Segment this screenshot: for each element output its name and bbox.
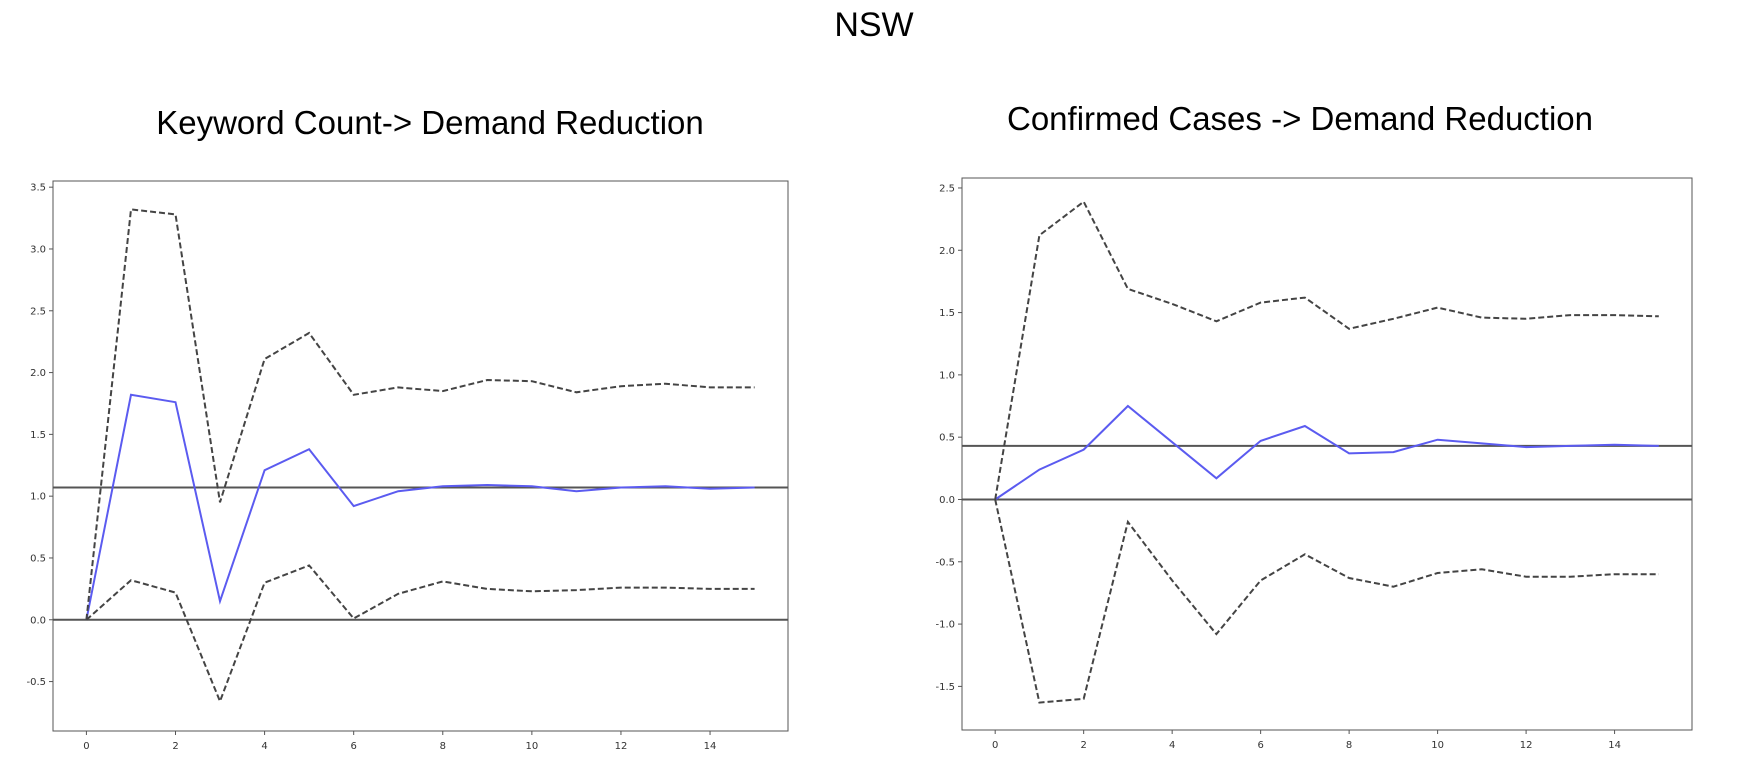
series-line-response bbox=[85, 393, 755, 620]
x-tick-label: 10 bbox=[525, 741, 538, 752]
y-tick-label: 0.0 bbox=[939, 495, 955, 506]
y-tick-label: 1.0 bbox=[939, 370, 955, 381]
y-tick-label: 1.5 bbox=[30, 430, 46, 441]
series-line-upper bbox=[994, 200, 1659, 500]
y-tick-label: -0.5 bbox=[26, 677, 46, 688]
x-tick-label: 2 bbox=[1080, 740, 1086, 751]
plot-frame bbox=[961, 177, 1693, 731]
chart-keyword-count: -0.5 0.0 0.5 1.0 1.5 2.0 2.5 3.0 3.5 0 2 4 6 8 10 12 14 bbox=[26, 180, 789, 752]
y-tick-label: 2.5 bbox=[30, 306, 46, 317]
figure-title: NSW bbox=[834, 6, 914, 44]
y-tick-label: 1.0 bbox=[30, 492, 46, 503]
chart-title-confirmed-cases: Confirmed Cases -> Demand Reduction bbox=[1006, 100, 1594, 137]
x-tick-label: 14 bbox=[1608, 740, 1621, 751]
x-tick-label: 2 bbox=[172, 741, 178, 752]
x-tick-label: 4 bbox=[261, 741, 267, 752]
x-tick-label: 0 bbox=[83, 741, 89, 752]
x-tick-label: 6 bbox=[1257, 740, 1263, 751]
x-tick-label: 10 bbox=[1431, 740, 1444, 751]
series-line-lower bbox=[994, 499, 1659, 704]
y-tick-label: -0.5 bbox=[935, 557, 955, 568]
y-tick-label: 2.5 bbox=[939, 183, 955, 194]
x-tick-label: 12 bbox=[1520, 740, 1533, 751]
x-tick-label: 12 bbox=[615, 741, 628, 752]
x-tick-label: 8 bbox=[440, 741, 446, 752]
x-tick-label: 8 bbox=[1346, 740, 1352, 751]
chart-confirmed-cases: -1.5 -1.0 -0.5 0.0 0.5 1.0 1.5 2.0 2.5 0 2 4 6 8 10 12 1… bbox=[935, 177, 1693, 751]
series-line-lower bbox=[85, 564, 755, 705]
y-tick-label: 1.5 bbox=[939, 308, 955, 319]
series-line-response bbox=[994, 404, 1659, 501]
x-tick-label: 14 bbox=[704, 741, 717, 752]
y-tick-label: 0.5 bbox=[939, 433, 955, 444]
y-tick-label: 3.0 bbox=[30, 244, 46, 255]
x-tick-label: 4 bbox=[1169, 740, 1175, 751]
y-tick-label: 0.5 bbox=[30, 553, 46, 564]
y-tick-label: 3.5 bbox=[30, 183, 46, 194]
y-tick-label: 2.0 bbox=[939, 246, 955, 257]
x-tick-label: 0 bbox=[992, 740, 998, 751]
x-tick-label: 6 bbox=[350, 741, 356, 752]
y-tick-label: -1.5 bbox=[935, 682, 955, 693]
series-line-upper bbox=[85, 208, 755, 620]
plot-frame bbox=[52, 180, 789, 732]
y-tick-label: 2.0 bbox=[30, 368, 46, 379]
y-tick-label: -1.0 bbox=[935, 620, 955, 631]
chart-title-keyword-count: Keyword Count-> Demand Reduction bbox=[156, 104, 704, 141]
y-tick-label: 0.0 bbox=[30, 615, 46, 626]
